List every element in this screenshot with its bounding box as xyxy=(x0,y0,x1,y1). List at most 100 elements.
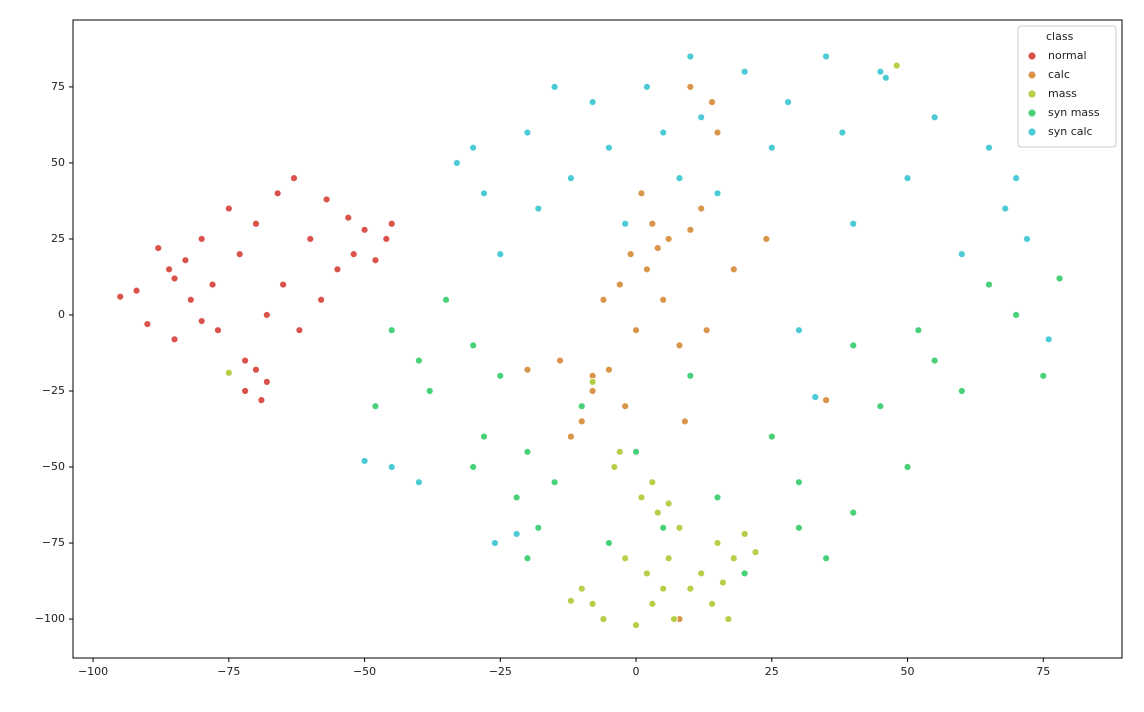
point xyxy=(387,463,396,471)
point xyxy=(241,356,250,365)
x-tick-label: 25 xyxy=(765,665,779,678)
point xyxy=(702,326,711,335)
point xyxy=(224,368,233,377)
point xyxy=(605,143,613,152)
point xyxy=(957,387,966,395)
point xyxy=(729,265,738,274)
point xyxy=(605,539,613,547)
point xyxy=(425,387,434,395)
point xyxy=(653,508,662,517)
point xyxy=(621,402,630,411)
point xyxy=(632,621,640,630)
point xyxy=(197,317,206,325)
point xyxy=(729,554,738,563)
point xyxy=(181,256,190,265)
x-tick-label: 75 xyxy=(1036,665,1050,678)
point xyxy=(480,189,488,198)
point xyxy=(588,599,597,608)
point xyxy=(224,204,233,213)
point xyxy=(588,98,597,107)
y-tick-label: −25 xyxy=(42,384,65,397)
point xyxy=(371,402,380,411)
point xyxy=(382,235,391,243)
legend-marker xyxy=(1027,70,1037,80)
point xyxy=(740,67,749,76)
point xyxy=(637,493,646,502)
y-tick-label: −50 xyxy=(42,460,65,473)
legend-label: calc xyxy=(1048,68,1070,81)
point xyxy=(713,493,722,502)
point xyxy=(273,189,282,198)
point xyxy=(957,250,966,259)
y-tick-label: 25 xyxy=(51,232,65,245)
point xyxy=(442,295,450,304)
point xyxy=(322,195,331,204)
point xyxy=(1044,335,1053,344)
point xyxy=(930,113,939,122)
point xyxy=(849,219,858,228)
point xyxy=(262,311,271,319)
point xyxy=(577,584,586,593)
point xyxy=(523,365,532,374)
point xyxy=(621,554,630,563)
point xyxy=(333,265,342,274)
point xyxy=(621,219,630,228)
point xyxy=(675,174,684,183)
point xyxy=(914,326,923,335)
point xyxy=(762,235,771,243)
legend-box xyxy=(1017,25,1117,148)
point xyxy=(675,523,684,532)
x-tick-label: 50 xyxy=(901,665,915,678)
y-tick-label: 0 xyxy=(58,308,65,321)
point xyxy=(626,250,635,259)
point xyxy=(116,292,125,301)
point xyxy=(154,244,163,252)
point xyxy=(767,432,776,441)
point xyxy=(490,539,499,547)
point xyxy=(534,204,543,213)
x-tick-label: −75 xyxy=(217,665,240,678)
point xyxy=(235,250,244,259)
point xyxy=(708,599,716,608)
point xyxy=(599,295,608,304)
plot-frame xyxy=(72,19,1123,659)
point xyxy=(838,128,847,137)
point xyxy=(637,189,646,198)
point xyxy=(344,213,353,222)
point xyxy=(1012,311,1021,319)
point xyxy=(1001,204,1010,213)
point xyxy=(849,341,858,350)
point xyxy=(469,463,478,471)
legend-label: normal xyxy=(1048,49,1087,62)
point xyxy=(610,463,619,471)
point xyxy=(599,615,608,623)
point xyxy=(588,377,597,386)
point xyxy=(751,548,760,557)
point xyxy=(740,530,749,538)
point xyxy=(659,295,668,304)
point xyxy=(534,523,543,532)
point xyxy=(643,83,651,91)
y-tick-label: −100 xyxy=(35,612,65,625)
y-tick-label: −75 xyxy=(42,536,65,549)
legend-label: syn calc xyxy=(1048,125,1093,138)
point xyxy=(295,326,304,335)
point xyxy=(605,365,613,374)
point xyxy=(903,463,912,471)
point xyxy=(648,219,657,228)
point xyxy=(208,280,217,289)
point xyxy=(566,432,575,441)
point xyxy=(686,52,695,61)
point xyxy=(577,417,586,426)
point xyxy=(876,67,885,76)
point xyxy=(577,402,586,411)
point xyxy=(290,174,298,183)
point xyxy=(643,569,651,578)
point xyxy=(615,280,624,289)
point xyxy=(795,326,803,335)
point xyxy=(523,447,532,456)
point xyxy=(664,554,673,563)
point xyxy=(469,143,478,152)
point xyxy=(822,554,830,563)
point xyxy=(659,523,668,532)
